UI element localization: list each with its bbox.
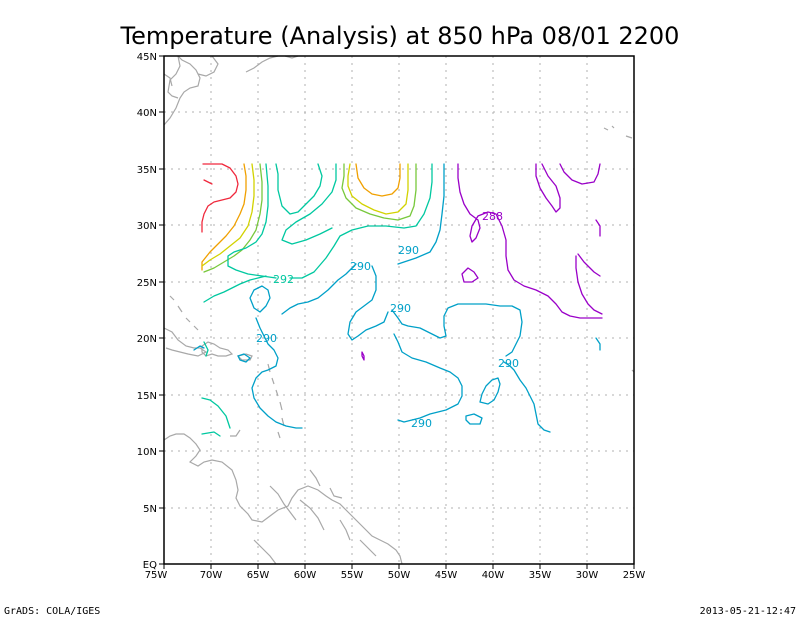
contour-labels: 288 290 290 290 290 290 290 292 xyxy=(256,210,519,430)
footer-credit: GrADS: COLA/IGES xyxy=(4,606,100,617)
y-tick-label: 45N xyxy=(137,52,157,63)
x-tick-label: 60W xyxy=(294,570,317,581)
x-tick-label: 50W xyxy=(388,570,411,581)
contour-294 xyxy=(203,163,417,273)
tick-marks xyxy=(159,55,635,569)
y-tick-label: 10N xyxy=(137,447,157,458)
y-tick-label: 15N xyxy=(137,391,157,402)
x-tick-label: 65W xyxy=(247,570,270,581)
contours xyxy=(193,163,603,437)
contour-label-290-f: 290 xyxy=(411,417,432,430)
contour-label-288: 288 xyxy=(482,210,503,223)
footer-timestamp: 2013-05-21-12:47 xyxy=(700,606,796,617)
y-tick-labels: EQ 5N 10N 15N 20N 25N 30N 35N 40N 45N xyxy=(137,52,157,571)
contour-label-290-d: 290 xyxy=(256,332,277,345)
y-tick-label: EQ xyxy=(143,560,157,571)
contour-label-290-c: 290 xyxy=(390,302,411,315)
x-tick-label: 35W xyxy=(529,570,552,581)
coast-lesser-antilles xyxy=(267,363,285,439)
coast-bahamas xyxy=(169,295,199,331)
x-tick-label: 25W xyxy=(623,570,646,581)
contour-292 xyxy=(201,163,433,437)
contour-300 xyxy=(201,163,239,233)
contour-290 xyxy=(193,163,601,433)
coast-hispaniola xyxy=(201,341,234,357)
contour-label-290-b: 290 xyxy=(350,260,371,273)
coast-north-america xyxy=(163,55,299,126)
contour-label-290-a: 290 xyxy=(398,244,419,257)
coast-guiana-rivers xyxy=(253,485,377,565)
coast-cuba xyxy=(163,327,208,357)
x-tick-label: 30W xyxy=(576,570,599,581)
contour-296 xyxy=(201,163,409,267)
x-tick-label: 40W xyxy=(482,570,505,581)
y-tick-label: 25N xyxy=(137,278,157,289)
contour-label-292: 292 xyxy=(273,273,294,286)
x-tick-labels: 75W 70W 65W 60W 55W 50W 45W 40W 35W 30W … xyxy=(145,570,646,581)
coast-south-america xyxy=(163,429,403,565)
y-tick-label: 35N xyxy=(137,165,157,176)
y-tick-label: 30N xyxy=(137,221,157,232)
map-title: Temperature (Analysis) at 850 hPa 08/01 … xyxy=(120,22,680,50)
map-area: 288 290 290 290 290 290 290 292 xyxy=(137,52,646,581)
y-tick-label: 40N xyxy=(137,108,157,119)
y-tick-label: 20N xyxy=(137,334,157,345)
x-tick-label: 45W xyxy=(435,570,458,581)
x-tick-label: 55W xyxy=(341,570,364,581)
coast-azores-canary xyxy=(603,125,635,373)
y-tick-label: 5N xyxy=(143,504,157,515)
contour-288 xyxy=(361,163,603,361)
coastlines xyxy=(163,55,635,565)
contour-298 xyxy=(201,163,401,271)
contour-label-290-e: 290 xyxy=(498,357,519,370)
x-tick-label: 75W xyxy=(145,570,168,581)
x-tick-label: 70W xyxy=(200,570,223,581)
